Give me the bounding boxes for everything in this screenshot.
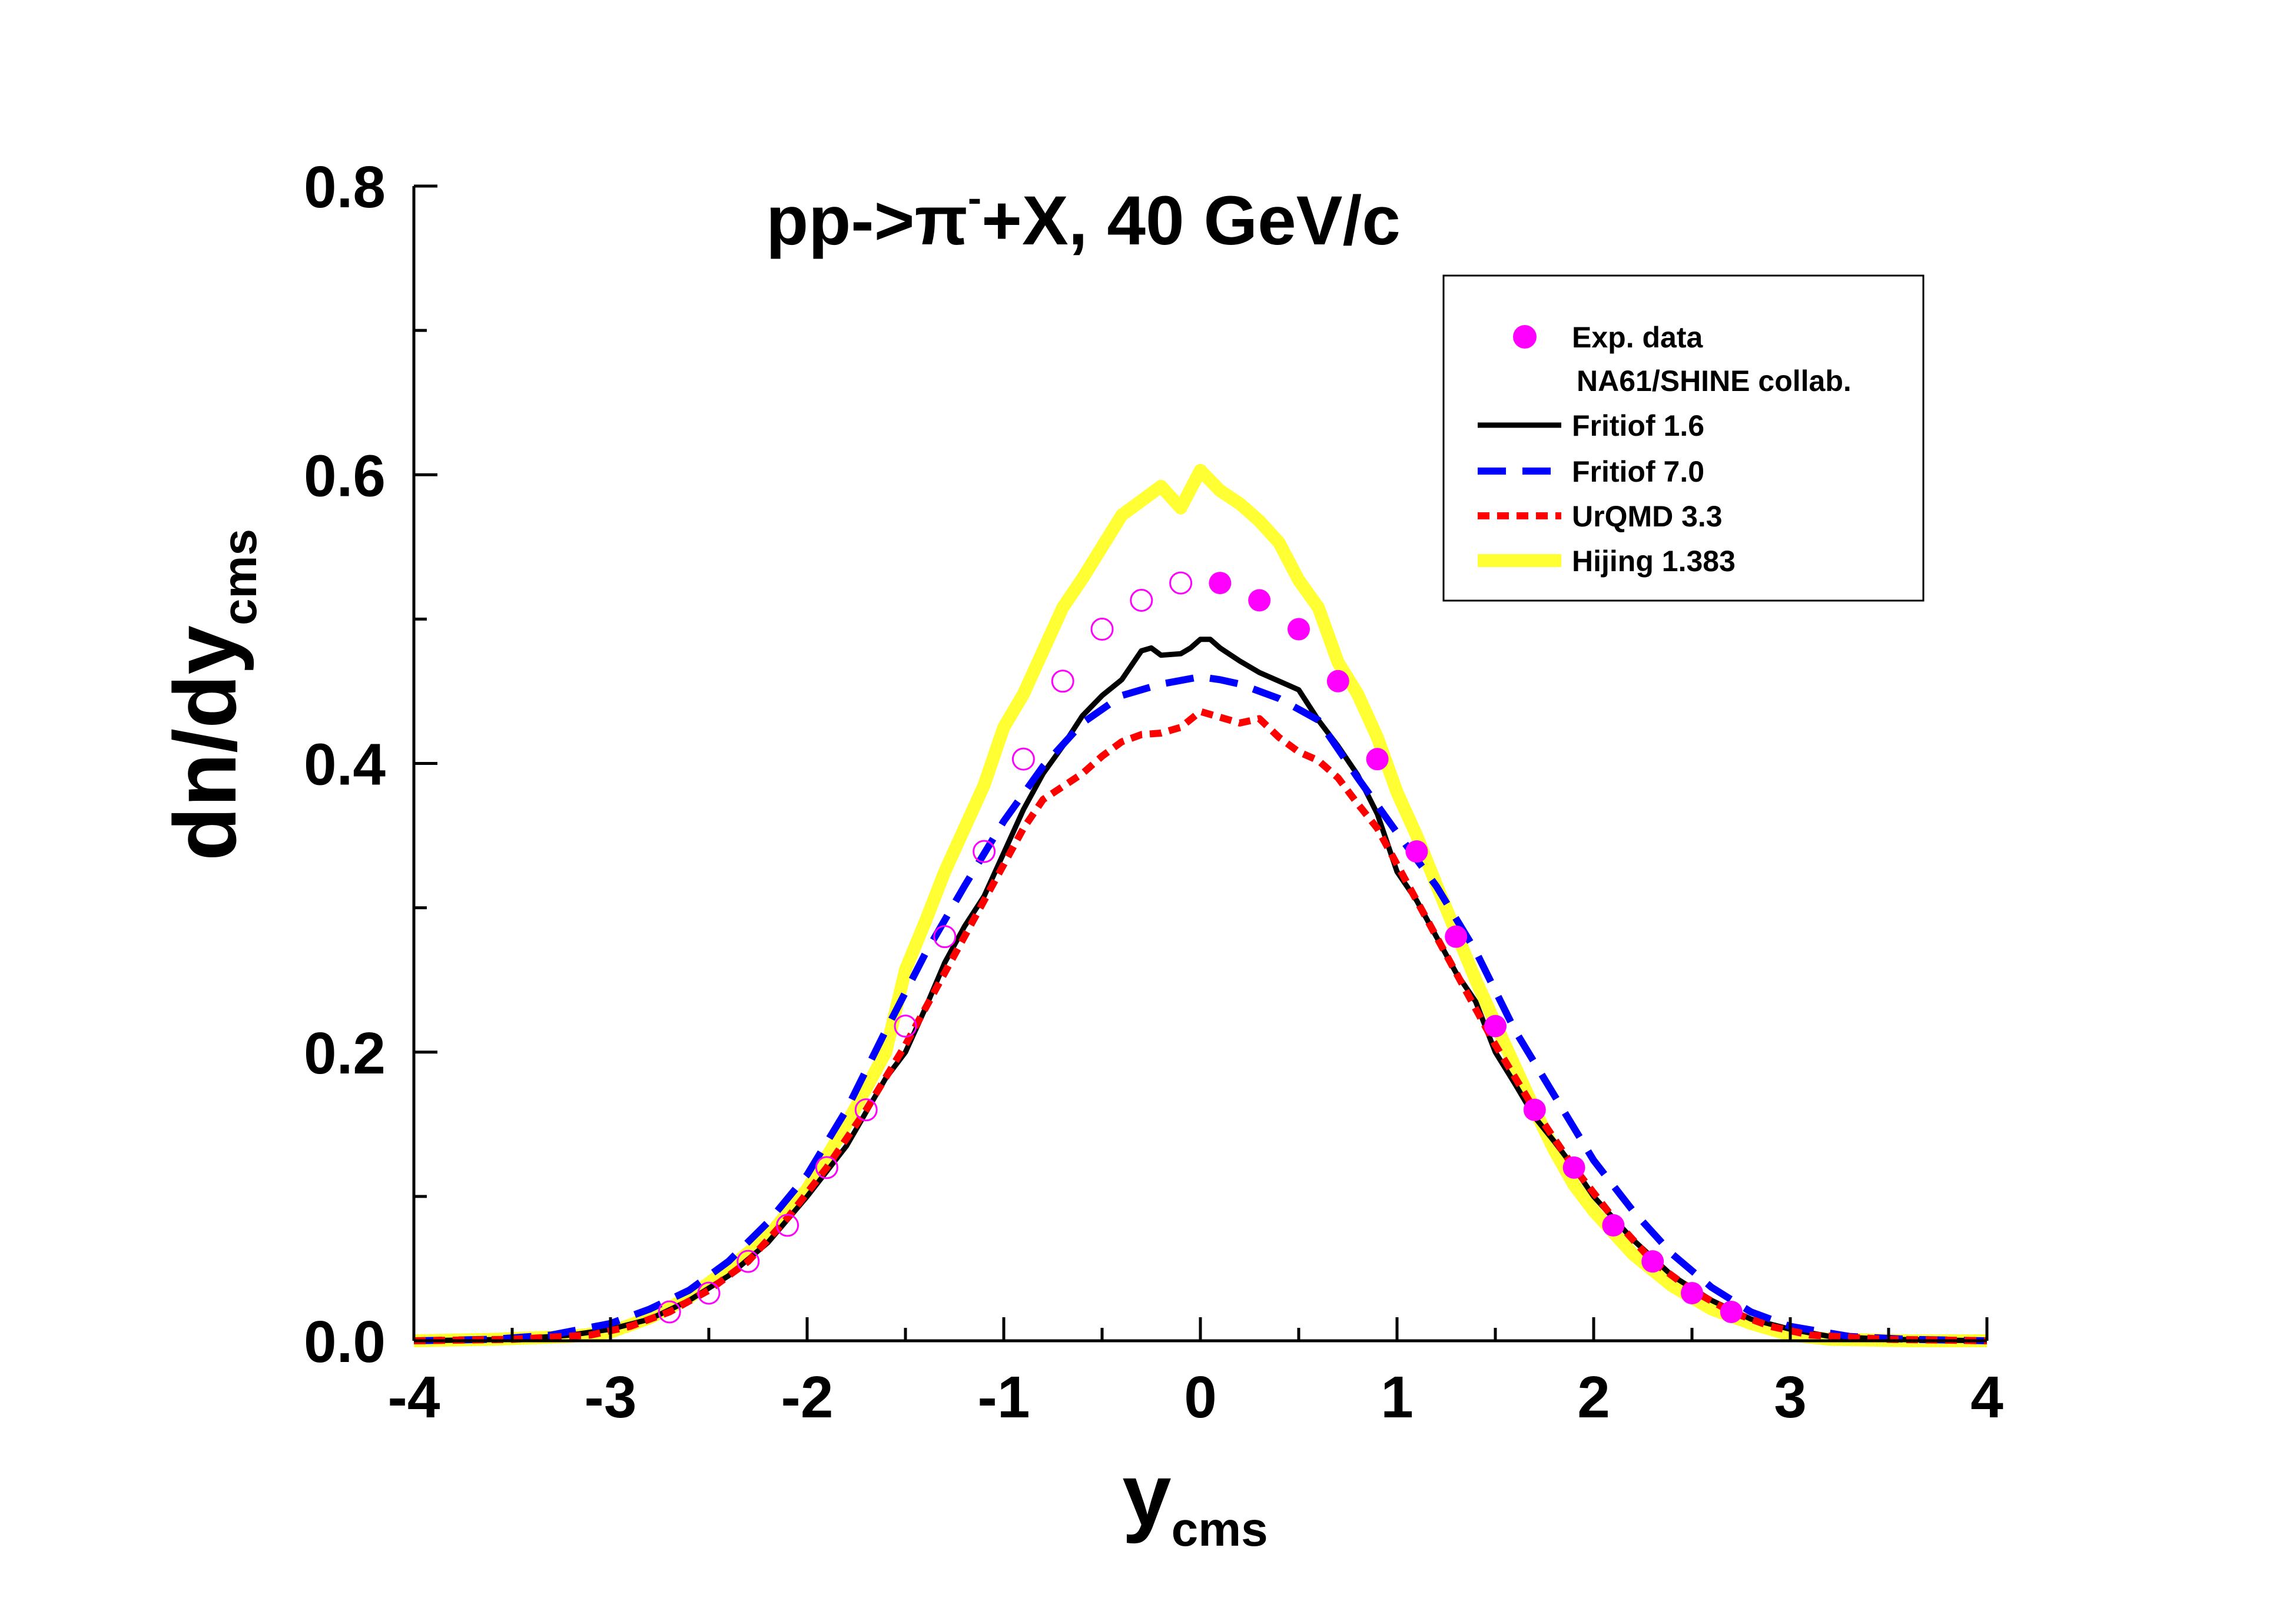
x-tick-label: -3 (585, 1364, 637, 1430)
chart-title-rest: +X, 40 GeV/c (981, 182, 1401, 260)
series-line-urqmd (413, 708, 1988, 1344)
legend-label-exp-data: Exp. data (1572, 321, 1703, 354)
y-tick-label: 0.4 (304, 732, 386, 798)
exp-data-point-filled (1523, 1098, 1546, 1121)
x-axis-label-sub: cms (1172, 1503, 1268, 1556)
axes (412, 184, 1989, 1343)
y-tick-label: 0.8 (304, 154, 386, 220)
exp-data-point-open (894, 1015, 917, 1038)
exp-data-point-filled (1248, 589, 1271, 612)
exp-data-point-open (1051, 670, 1074, 693)
exp-data-point-open (697, 1281, 721, 1305)
exp-data-point-filled (1366, 748, 1389, 771)
exp-data-point-open (1090, 618, 1114, 641)
exp-data-point-open (933, 925, 957, 949)
tick-labels: -4 -3 -2 -1 0 1 2 3 4 0.0 0.2 0.4 0.6 0.8 (304, 154, 2003, 1430)
plot-points-layer (658, 571, 1743, 1324)
exp-data-point-open (776, 1214, 799, 1237)
x-tick-label: 1 (1381, 1364, 1414, 1430)
exp-data-point-open (854, 1098, 878, 1122)
exp-data-point-open (1130, 589, 1153, 612)
legend-marker-exp-data (1513, 325, 1537, 349)
exp-data-point-open (1169, 571, 1193, 595)
chart-title-main: pp->π (766, 182, 968, 260)
exp-data-point-filled (1681, 1282, 1703, 1305)
exp-data-point-open (973, 840, 996, 863)
exp-data-point-filled (1405, 840, 1428, 863)
x-axis-label-main: y (1122, 1445, 1171, 1544)
legend-label-collab: NA61/SHINE collab. (1577, 364, 1852, 397)
exp-data-point-filled (1326, 670, 1349, 692)
exp-data-point-filled (1602, 1214, 1625, 1237)
legend-label-urqmd-3-3: UrQMD 3.3 (1572, 500, 1723, 533)
series-line-hijing (413, 463, 1987, 1347)
y-tick-label: 0.2 (304, 1020, 386, 1086)
exp-data-point-open (815, 1156, 838, 1179)
exp-data-point-filled (1288, 618, 1310, 641)
y-axis-label-main: dn/dy (155, 625, 254, 861)
legend-label-fritiof-7-0: Fritiof 7.0 (1572, 455, 1704, 488)
legend-label-hijing-1-383: Hijing 1.383 (1572, 545, 1736, 578)
chart-title-superscript: - (968, 175, 981, 221)
x-tick-label: 2 (1577, 1364, 1610, 1430)
x-axis-label: ycms (1122, 1445, 1268, 1556)
exp-data-point-open (736, 1250, 760, 1273)
x-tick-label: -2 (781, 1364, 834, 1430)
x-tick-label: -4 (388, 1364, 440, 1430)
legend: Exp. data NA61/SHINE collab. Fritiof 1.6… (1442, 274, 1925, 602)
plot-series-layer (413, 463, 1988, 1347)
x-tick-label: 4 (1970, 1364, 2003, 1430)
exp-data-point-filled (1720, 1300, 1743, 1323)
exp-data-point-open (1011, 747, 1035, 771)
exp-data-point-filled (1484, 1015, 1507, 1038)
exp-data-point-filled (1445, 925, 1468, 948)
series-line-fritiof16 (413, 637, 1988, 1344)
y-tick-label: 0.0 (304, 1309, 386, 1375)
exp-data-point-filled (1209, 572, 1232, 595)
y-axis-label-sub: cms (213, 529, 267, 625)
legend-label-fritiof-1-6: Fritiof 1.6 (1572, 409, 1704, 442)
y-axis-label: dn/dycms (155, 529, 267, 861)
exp-data-point-filled (1562, 1156, 1585, 1179)
exp-data-point-open (658, 1300, 681, 1324)
x-tick-label: 3 (1774, 1364, 1807, 1430)
y-tick-label: 0.6 (304, 443, 386, 509)
x-tick-label: 0 (1184, 1364, 1217, 1430)
x-tick-label: -1 (978, 1364, 1030, 1430)
series-line-fritiof70 (413, 673, 1988, 1344)
exp-data-point-filled (1641, 1250, 1664, 1273)
chart-title: pp->π-+X, 40 GeV/c (766, 175, 1401, 260)
